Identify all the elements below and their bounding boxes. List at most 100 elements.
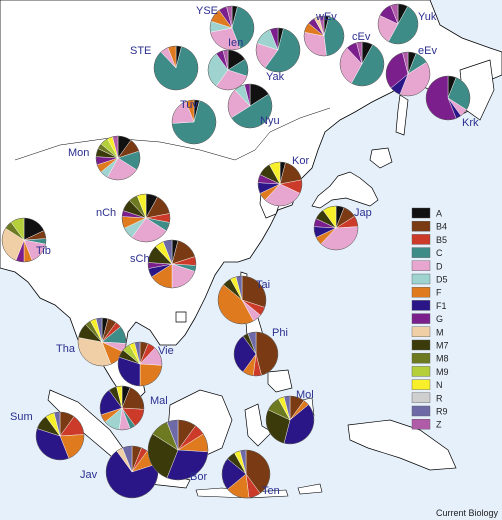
legend-label-B5: B5 xyxy=(436,235,447,245)
pie-Krk xyxy=(425,75,471,121)
mindanao xyxy=(267,369,293,393)
legend-label-N: N xyxy=(436,380,443,390)
pie-outline-Mon xyxy=(95,135,141,181)
legend-label-C: C xyxy=(436,248,443,258)
pie-label-Kor: Kor xyxy=(292,155,309,167)
pie-label-Krk: Krk xyxy=(462,117,479,129)
pie-eEv xyxy=(385,51,431,97)
hainan xyxy=(175,311,187,323)
legend-swatch-M9 xyxy=(411,366,431,377)
pie-label-Mal: Mal xyxy=(150,395,168,407)
legend-label-B4: B4 xyxy=(436,222,447,232)
pie-layer xyxy=(1,3,471,499)
legend-swatch-B4 xyxy=(411,220,431,232)
pie-label-Tib: Tib xyxy=(36,245,51,257)
pie-STE xyxy=(153,45,199,91)
legend-swatch-F xyxy=(411,287,431,298)
pie-outline-eEv xyxy=(385,51,431,97)
pie-label-Phi: Phi xyxy=(272,327,288,339)
legend-label-G: G xyxy=(436,314,443,324)
pie-outline-Tuv xyxy=(171,99,217,145)
pie-label-Sum: Sum xyxy=(10,411,33,423)
pie-outline-Ien xyxy=(207,49,249,91)
pie-label-eEv: eEv xyxy=(418,45,437,57)
pie-outline-Jap xyxy=(313,205,359,251)
pie-label-Tuv: Tuv xyxy=(180,99,198,111)
pie-label-Yak: Yak xyxy=(266,71,285,83)
pie-Mal xyxy=(99,385,145,431)
legend-swatch-M7 xyxy=(411,339,431,351)
pie-label-nCh: nCh xyxy=(96,207,116,219)
legend-swatch-R9 xyxy=(411,405,431,417)
pie-Yuk xyxy=(377,3,419,45)
pie-outline-Tha xyxy=(77,317,127,367)
legend-swatch-Z xyxy=(411,419,431,430)
pie-Yak xyxy=(255,27,301,73)
legend-label-D5: D5 xyxy=(436,275,448,285)
pie-outline-Yuk xyxy=(377,3,419,45)
pie-outline-Tib xyxy=(1,217,47,263)
pie-Mol xyxy=(265,395,315,445)
legend-label-M: M xyxy=(436,327,444,337)
pie-Tuv xyxy=(171,99,217,145)
legend-swatch-N xyxy=(411,379,431,390)
legend-label-R: R xyxy=(436,393,443,403)
timor xyxy=(297,483,323,495)
pie-outline-cEv xyxy=(339,41,385,87)
legend-swatch-R xyxy=(411,392,431,403)
legend-swatch-D5 xyxy=(411,273,431,285)
legend-swatch-M xyxy=(411,326,431,337)
pie-Nyu xyxy=(227,83,273,129)
pie-outline-Mol xyxy=(265,395,315,445)
pie-Mon xyxy=(95,135,141,181)
pie-outline-STE xyxy=(153,45,199,91)
pie-Ien xyxy=(207,49,249,91)
japan-honshu xyxy=(311,171,379,209)
legend-swatch-C xyxy=(411,247,431,258)
pie-label-STE: STE xyxy=(130,45,151,57)
new-guinea xyxy=(347,419,457,471)
pie-outline-YSE xyxy=(209,5,255,51)
legend-swatch-G xyxy=(411,313,431,324)
pie-outline-Krk xyxy=(425,75,471,121)
pie-sCh xyxy=(147,239,197,289)
legend-swatch-A xyxy=(411,207,431,219)
pie-outline-Nyu xyxy=(227,83,273,129)
legend-label-R9: R9 xyxy=(436,407,448,417)
pie-outline-Phi xyxy=(233,331,279,377)
pie-Tai xyxy=(217,275,267,325)
pie-label-Ten: Ten xyxy=(262,485,280,497)
pie-outline-Tai xyxy=(217,275,267,325)
legend-swatch-M8 xyxy=(411,353,431,364)
pie-label-YSE: YSE xyxy=(196,5,218,17)
pie-outline-wEv xyxy=(303,15,345,57)
pie-outline-Yak xyxy=(255,27,301,73)
pie-Kor xyxy=(257,161,303,207)
legend-label-F1: F1 xyxy=(436,301,447,311)
japan-hokkaido xyxy=(369,147,393,169)
pie-outline-Kor xyxy=(257,161,303,207)
legend: A B4 B5 CD D5 F F1 GM M7 M8 M9 NR R9 Z xyxy=(411,207,449,430)
pie-nCh xyxy=(121,193,171,243)
pie-label-cEv: cEv xyxy=(352,31,371,43)
pie-label-Yuk: Yuk xyxy=(418,11,437,23)
legend-label-M7: M7 xyxy=(436,341,449,351)
pie-label-Mol: Mol xyxy=(296,389,314,401)
pie-Phi xyxy=(233,331,279,377)
pie-label-Mon: Mon xyxy=(68,147,89,159)
pie-outline-nCh xyxy=(121,193,171,243)
landmass xyxy=(0,0,502,499)
legend-label-D: D xyxy=(436,261,443,271)
pie-label-Jap: Jap xyxy=(354,207,372,219)
pie-label-Tha: Tha xyxy=(56,343,76,355)
pie-label-Jav: Jav xyxy=(80,469,98,481)
pie-label-Vie: Vie xyxy=(158,345,174,357)
pie-outline-Vie xyxy=(117,341,163,387)
pie-label-Nyu: Nyu xyxy=(260,115,280,127)
inland-border-north xyxy=(14,107,331,161)
pie-label-Ien: Ien xyxy=(228,37,243,49)
pie-Jap xyxy=(313,205,359,251)
pie-outline-Mal xyxy=(99,385,145,431)
pie-outline-Sum xyxy=(35,411,85,461)
